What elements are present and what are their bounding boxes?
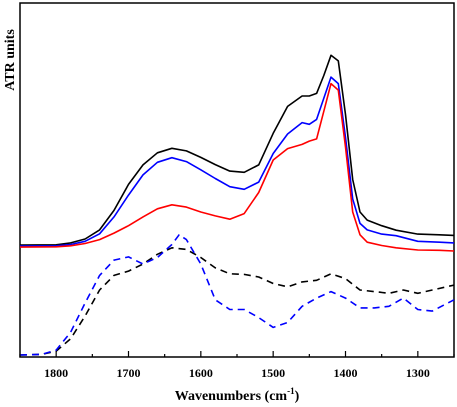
x-tick-label: 1600 [189,366,213,380]
plot-frame [19,2,455,358]
x-axis-title: Wavenumbers (cm-1) [175,386,300,404]
y-axis-title: ATR units [3,29,18,91]
series-layer [19,54,455,356]
x-tick-label: 1400 [334,366,358,380]
series-line-5 [19,234,455,356]
series-line-4 [19,247,455,356]
x-axis-title-close: ) [295,389,300,404]
x-tick-label: 1800 [44,366,68,380]
series-line-2 [19,76,455,247]
series-line-1 [19,54,455,246]
x-ticks: 1800 1700 1600 1500 1400 1300 [19,351,455,380]
x-axis-title-sup: -1 [287,386,295,396]
x-tick-label: 1700 [117,366,141,380]
x-tick-label: 1500 [261,366,285,380]
x-tick-label: 1300 [406,366,430,380]
x-axis-title-main: Wavenumbers (cm [175,389,288,404]
series-line-3 [19,82,455,252]
